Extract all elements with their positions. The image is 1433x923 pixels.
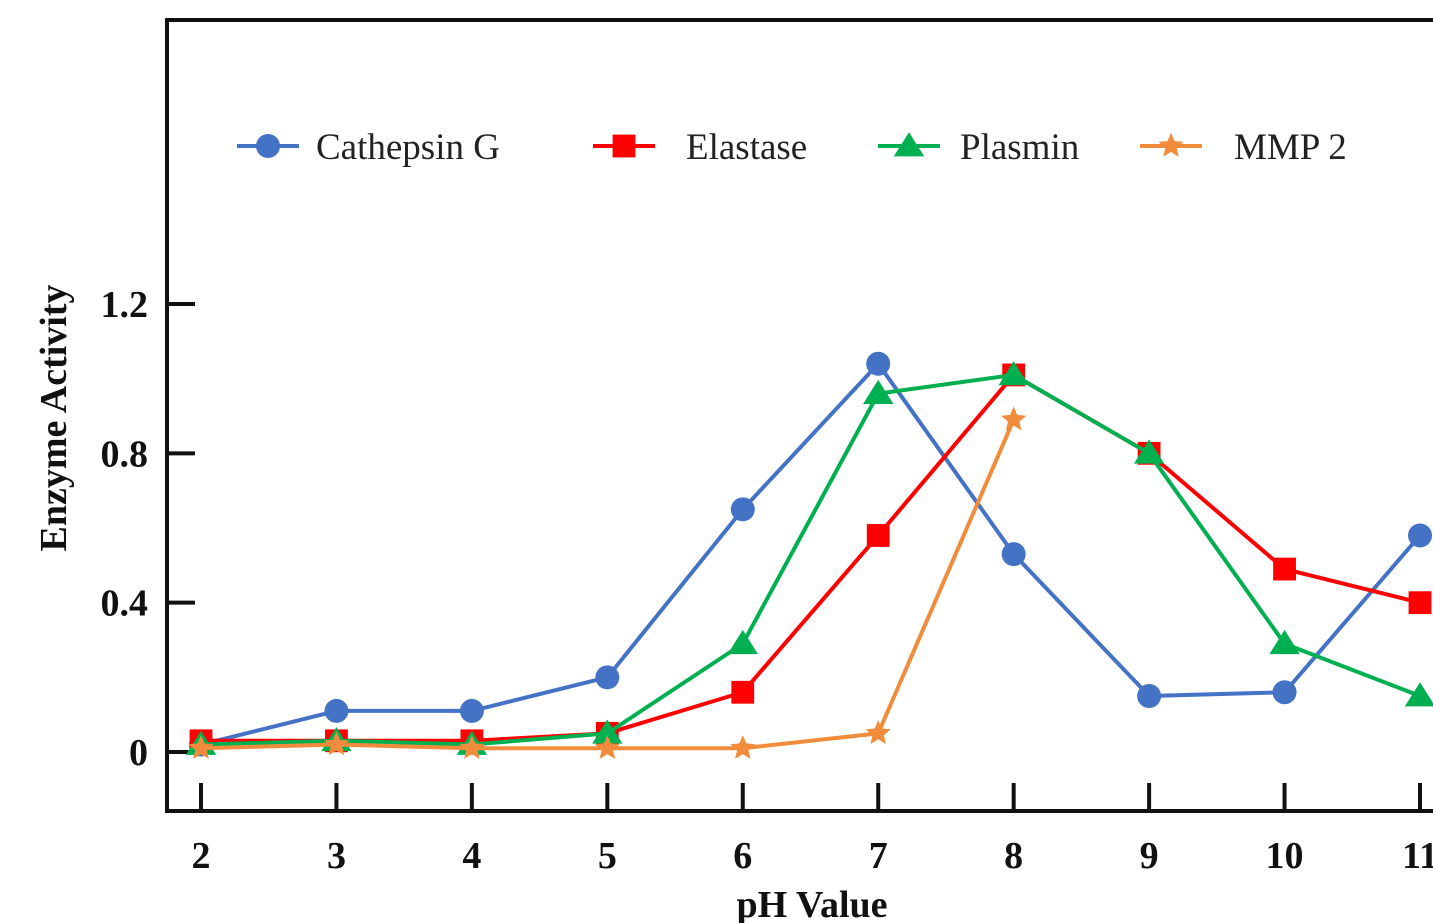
data-point bbox=[188, 735, 214, 759]
data-point bbox=[730, 735, 756, 759]
x-tick-label: 2 bbox=[192, 835, 211, 877]
x-tick-label: 7 bbox=[869, 835, 888, 877]
data-point bbox=[727, 629, 758, 655]
data-point bbox=[865, 720, 891, 744]
legend-label: MMP 2 bbox=[1234, 127, 1347, 168]
legend-marker bbox=[893, 132, 925, 157]
x-tick-label: 9 bbox=[1140, 835, 1159, 877]
x-tick-label: 3 bbox=[327, 835, 346, 877]
data-point bbox=[731, 680, 755, 704]
data-point bbox=[1273, 557, 1296, 581]
legend-item-mmp-2: MMP 2 bbox=[1140, 127, 1347, 168]
legend-label: Plasmin bbox=[960, 127, 1079, 168]
legend: Cathepsin G Elastase Plasmin MMP 2 bbox=[237, 127, 1347, 168]
legend-marker bbox=[612, 134, 636, 158]
data-point bbox=[1404, 682, 1433, 707]
data-point bbox=[1137, 684, 1162, 708]
x-tick-label: 4 bbox=[462, 835, 481, 877]
y-axis-label: Enzyme Activity bbox=[33, 284, 75, 551]
legend-label: Elastase bbox=[686, 127, 807, 168]
data-point bbox=[592, 719, 623, 744]
y-tick-label: 0.8 bbox=[101, 433, 149, 475]
data-point bbox=[324, 698, 349, 723]
data-point bbox=[998, 361, 1029, 386]
data-point bbox=[1408, 591, 1432, 615]
data-point bbox=[1001, 542, 1026, 567]
data-point bbox=[1272, 680, 1297, 705]
data-point bbox=[1408, 523, 1432, 548]
series-cathepsin-g bbox=[189, 351, 1432, 757]
x-axis-label: pH Value bbox=[736, 884, 887, 923]
series-line bbox=[200, 361, 1422, 747]
x-tick-label: 11 bbox=[1402, 835, 1433, 877]
series-mmp-2 bbox=[188, 406, 1027, 759]
legend-item-cathepsin-g: Cathepsin G bbox=[237, 127, 500, 168]
x-axis-ticks: 2 3 4 5 6 7 8 9 10 11 bbox=[192, 783, 1433, 877]
y-tick-label: 0.4 bbox=[101, 583, 149, 625]
y-tick-label: 0 bbox=[129, 732, 148, 774]
legend-item-plasmin: Plasmin bbox=[878, 127, 1079, 168]
data-point bbox=[863, 379, 894, 404]
data-point bbox=[1133, 439, 1165, 464]
data-point bbox=[459, 735, 485, 759]
data-point bbox=[459, 698, 484, 723]
x-tick-label: 5 bbox=[598, 835, 617, 877]
series-plasmin bbox=[185, 361, 1433, 755]
series-layer bbox=[185, 351, 1433, 759]
y-tick-label: 1.2 bbox=[101, 284, 149, 326]
series-line bbox=[200, 418, 1016, 751]
data-point bbox=[1269, 629, 1300, 655]
series-line bbox=[200, 372, 1421, 747]
data-point bbox=[323, 731, 349, 756]
data-point bbox=[594, 735, 620, 759]
legend-item-elastase: Elastase bbox=[593, 127, 807, 168]
data-point bbox=[866, 351, 891, 376]
legend-marker bbox=[1158, 132, 1184, 157]
x-tick-label: 8 bbox=[1004, 835, 1023, 877]
y-axis-ticks: 0 0.4 0.8 1.2 bbox=[101, 284, 195, 774]
plot-frame bbox=[165, 18, 1433, 813]
legend-label: Cathepsin G bbox=[316, 127, 500, 168]
series-line bbox=[201, 372, 1421, 743]
legend-marker bbox=[256, 134, 280, 158]
data-point bbox=[730, 497, 755, 522]
data-point bbox=[866, 524, 890, 547]
x-tick-label: 10 bbox=[1266, 835, 1304, 877]
data-point bbox=[1001, 406, 1027, 431]
x-tick-label: 6 bbox=[733, 835, 752, 877]
data-point bbox=[595, 665, 620, 690]
